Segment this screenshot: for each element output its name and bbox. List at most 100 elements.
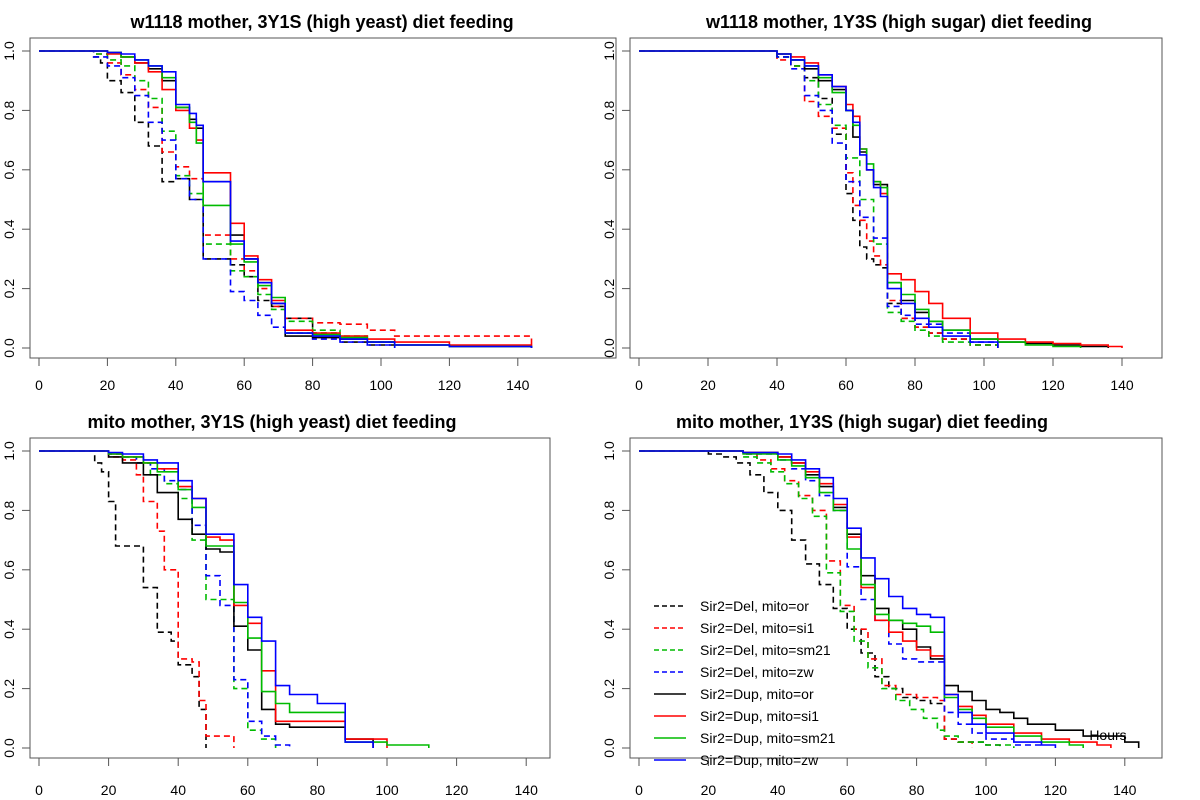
plot-area: 0 20 40 60 80 100 120 140 0.0 0.2 0.4 0.6 0.8 1.0 <box>1 37 617 393</box>
series-lines <box>39 50 533 348</box>
x-tick-label: 60 <box>240 782 256 798</box>
x-tick-label: 80 <box>907 377 923 393</box>
legend-label: Sir2=Dup, mito=si1 <box>700 708 819 724</box>
x-tick-label: 20 <box>100 377 116 393</box>
series-line-dup-sm21 <box>39 450 430 748</box>
x-tick-label: 120 <box>445 782 469 798</box>
x-tick-label: 40 <box>168 377 184 393</box>
axes: 0 20 40 60 80 100 120 140 0.0 0.2 0.4 0.6 0.8 1.0 <box>601 441 1137 798</box>
series-line-del-si1 <box>639 450 973 748</box>
y-tick-label: 0.2 <box>601 679 617 699</box>
panel-title: mito mother, 3Y1S (high yeast) diet feed… <box>87 412 456 432</box>
y-tick-label: 0.0 <box>601 738 617 758</box>
x-tick-label: 60 <box>236 377 252 393</box>
plot-frame <box>29 437 551 759</box>
y-tick-label: 1.0 <box>601 441 617 461</box>
x-tick-label: 0 <box>35 377 43 393</box>
series-line-dup-si1 <box>639 50 1123 348</box>
legend: Sir2=Del, mito=or Sir2=Del, mito=si1 Sir2=… <box>654 598 836 768</box>
x-tick-label: 40 <box>770 782 786 798</box>
series-line-dup-zw <box>39 450 374 748</box>
legend-label: Sir2=Dup, mito=zw <box>700 752 819 768</box>
y-tick-label: 0.6 <box>601 560 617 580</box>
x-tick-label: 40 <box>769 377 785 393</box>
panel-mito-high-sugar: mito mother, 1Y3S (high sugar) diet feed… <box>601 412 1163 798</box>
series-line-del-zw <box>39 50 396 348</box>
x-tick-label: 20 <box>700 377 716 393</box>
series-line-dup-zw <box>639 450 1057 748</box>
series-line-dup-sm21 <box>639 50 1082 348</box>
legend-label: Sir2=Dup, mito=or <box>700 686 814 702</box>
y-tick-label: 0.6 <box>1 560 17 580</box>
y-tick-label: 0.0 <box>1 338 17 358</box>
x-tick-label: 80 <box>310 782 326 798</box>
panel-mito-high-yeast: mito mother, 3Y1S (high yeast) diet feed… <box>1 412 551 798</box>
series-line-del-or <box>639 450 1001 748</box>
y-tick-label: 0.2 <box>1 679 17 699</box>
series-line-dup-zw <box>39 50 533 348</box>
panel-w1118-high-sugar: w1118 mother, 1Y3S (high sugar) diet fee… <box>601 12 1163 393</box>
legend-label: Sir2=Del, mito=zw <box>700 664 814 680</box>
x-tick-label: 140 <box>515 782 539 798</box>
series-line-del-si1 <box>39 450 235 748</box>
y-tick-label: 0.6 <box>1 160 17 180</box>
series-lines <box>39 450 430 748</box>
series-lines <box>639 450 1140 748</box>
y-tick-label: 0.4 <box>1 619 17 639</box>
series-line-del-sm21 <box>39 50 396 348</box>
x-tick-label: 120 <box>1044 782 1068 798</box>
x-tick-label: 60 <box>838 377 854 393</box>
series-line-del-zw <box>639 50 999 348</box>
y-tick-label: 1.0 <box>601 41 617 61</box>
x-tick-label: 20 <box>701 782 717 798</box>
x-tick-label: 0 <box>635 782 643 798</box>
x-tick-label: 100 <box>369 377 393 393</box>
y-tick-label: 0.4 <box>1 219 17 239</box>
axes: 0 20 40 60 80 100 120 140 0.0 0.2 0.4 0.6 0.8 1.0 <box>1 441 538 798</box>
x-tick-label: 40 <box>170 782 186 798</box>
legend-label: Sir2=Del, mito=or <box>700 598 809 614</box>
legend-label: Sir2=Dup, mito=sm21 <box>700 730 836 746</box>
x-tick-label: 20 <box>101 782 117 798</box>
series-line-del-sm21 <box>39 450 277 748</box>
x-tick-label: 100 <box>972 377 996 393</box>
series-line-dup-zw <box>639 50 999 348</box>
y-tick-label: 1.0 <box>1 41 17 61</box>
plot-frame <box>629 37 1163 359</box>
x-tick-label: 140 <box>1113 782 1137 798</box>
y-tick-label: 0.0 <box>1 738 17 758</box>
series-lines <box>639 50 1123 348</box>
y-tick-label: 0.8 <box>1 500 17 520</box>
y-tick-label: 0.8 <box>601 500 617 520</box>
panel-title: mito mother, 1Y3S (high sugar) diet feed… <box>676 412 1048 432</box>
x-tick-label: 140 <box>506 377 530 393</box>
y-tick-label: 0.4 <box>601 619 617 639</box>
plot-frame <box>629 437 1163 759</box>
x-tick-label: 60 <box>839 782 855 798</box>
panel-w1118-high-yeast: w1118 mother, 3Y1S (high yeast) diet fee… <box>1 12 617 393</box>
series-line-del-or <box>39 50 396 348</box>
x-tick-label: 120 <box>1041 377 1065 393</box>
series-line-del-or <box>39 450 207 748</box>
y-tick-label: 1.0 <box>1 441 17 461</box>
axes: 0 20 40 60 80 100 120 140 0.0 0.2 0.4 0.6 0.8 1.0 <box>1 41 530 393</box>
x-tick-label: 0 <box>35 782 43 798</box>
y-tick-label: 0.8 <box>1 100 17 120</box>
y-tick-label: 0.8 <box>601 100 617 120</box>
plot-area: 0 20 40 60 80 100 120 140 0.0 0.2 0.4 0.6 0.8 1.0 Hou… <box>601 437 1163 798</box>
y-tick-label: 0.2 <box>1 279 17 299</box>
x-tick-label: 120 <box>438 377 462 393</box>
x-tick-label: 80 <box>909 782 925 798</box>
panel-title: w1118 mother, 1Y3S (high sugar) diet fee… <box>705 12 1092 32</box>
x-tick-label: 100 <box>974 782 998 798</box>
plot-area: 0 20 40 60 80 100 120 140 0.0 0.2 0.4 0.6 0.8 1.0 <box>1 437 551 798</box>
legend-label: Sir2=Del, mito=sm21 <box>700 642 831 658</box>
legend-label: Sir2=Del, mito=si1 <box>700 620 815 636</box>
hours-annotation: Hours <box>1089 727 1126 743</box>
y-tick-label: 0.6 <box>601 160 617 180</box>
x-tick-label: 0 <box>635 377 643 393</box>
axes: 0 20 40 60 80 100 120 140 0.0 0.2 0.4 0.6 0.8 1.0 <box>601 41 1134 393</box>
series-line-del-zw <box>39 450 291 748</box>
panel-title: w1118 mother, 3Y1S (high yeast) diet fee… <box>129 12 513 32</box>
